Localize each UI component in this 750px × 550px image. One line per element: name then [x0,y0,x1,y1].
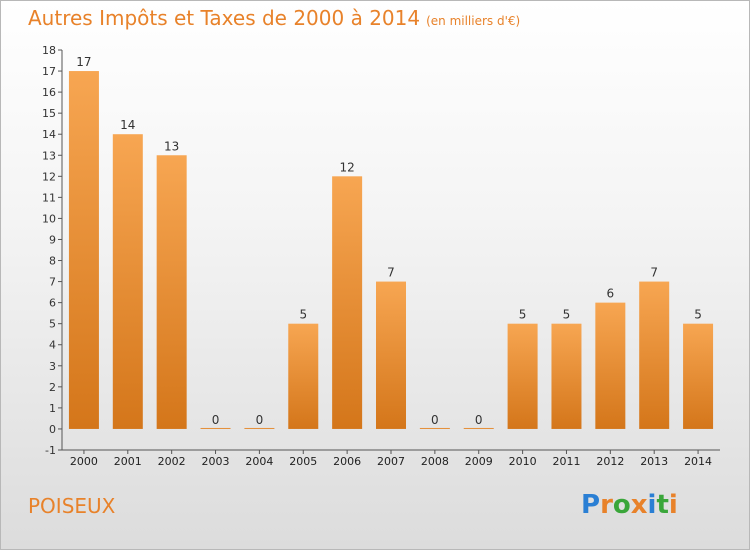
proxiti-logo: Proxiti [581,490,678,520]
x-tick-label: 2009 [465,455,493,468]
x-tick-label: 2003 [202,455,230,468]
x-tick-label: 2000 [70,455,98,468]
bar [419,427,450,429]
x-tick-label: 2005 [289,455,317,468]
bar [639,281,670,429]
y-tick-label: 10 [42,212,56,225]
logo-letter: t [656,490,669,520]
data-label: 17 [76,55,91,69]
y-tick-label: 12 [42,170,56,183]
bar [507,323,538,429]
logo-letter: i [668,490,678,520]
y-tick-label: 5 [49,318,56,331]
data-label: 14 [120,118,135,132]
y-tick-label: 13 [42,149,56,162]
title-text: Autres Impôts et Taxes de 2000 à 2014 [28,6,421,30]
bar [244,427,275,429]
y-tick-label: 11 [42,191,56,204]
x-tick-label: 2008 [421,455,449,468]
bar [112,134,143,429]
y-tick-label: 4 [49,339,56,352]
y-tick-label: 14 [42,128,56,141]
data-label: 5 [694,308,702,322]
bar [332,176,363,429]
bar [68,71,99,429]
data-label: 12 [339,160,354,174]
logo-letter: r [600,490,613,520]
logo-letter: o [612,490,631,520]
data-label: 0 [256,413,264,427]
bar [463,427,494,429]
y-tick-label: 6 [49,297,56,310]
logo-letter: i [647,490,657,520]
bar [551,323,582,429]
data-label: 6 [607,287,615,301]
bar [288,323,319,429]
title-unit: (en milliers d'€) [426,14,521,28]
x-tick-label: 2014 [684,455,712,468]
logo-letter: x [630,490,648,520]
x-tick-label: 2012 [596,455,624,468]
data-label: 0 [431,413,439,427]
y-tick-label: 17 [42,65,56,78]
bar [595,302,626,429]
logo-letter: P [581,490,601,520]
bar [683,323,714,429]
data-label: 13 [164,139,179,153]
bar [200,427,231,429]
x-tick-label: 2004 [245,455,273,468]
commune-name: POISEUX [28,494,116,518]
data-label: 7 [650,266,658,280]
x-tick-label: 2010 [509,455,537,468]
y-tick-label: 7 [49,276,56,289]
data-label: 7 [387,266,395,280]
y-tick-label: 1 [49,402,56,415]
y-tick-label: 18 [42,44,56,57]
data-label: 5 [563,308,571,322]
y-tick-label: -1 [45,444,56,457]
data-label: 0 [212,413,220,427]
y-tick-label: 3 [49,360,56,373]
x-tick-label: 2001 [114,455,142,468]
data-label: 5 [299,308,307,322]
y-tick-label: 0 [49,423,56,436]
chart-title: Autres Impôts et Taxes de 2000 à 2014 (en… [28,6,520,30]
x-tick-label: 2002 [158,455,186,468]
bar [376,281,406,429]
y-tick-label: 15 [42,107,56,120]
data-label: 0 [475,413,483,427]
y-tick-label: 8 [49,255,56,268]
data-label: 5 [519,308,527,322]
x-tick-label: 2011 [552,455,580,468]
y-tick-label: 16 [42,86,56,99]
x-tick-label: 2013 [640,455,668,468]
bar [156,155,187,429]
y-tick-label: 2 [49,381,56,394]
x-tick-label: 2006 [333,455,361,468]
x-tick-label: 2007 [377,455,405,468]
y-tick-label: 9 [49,233,56,246]
